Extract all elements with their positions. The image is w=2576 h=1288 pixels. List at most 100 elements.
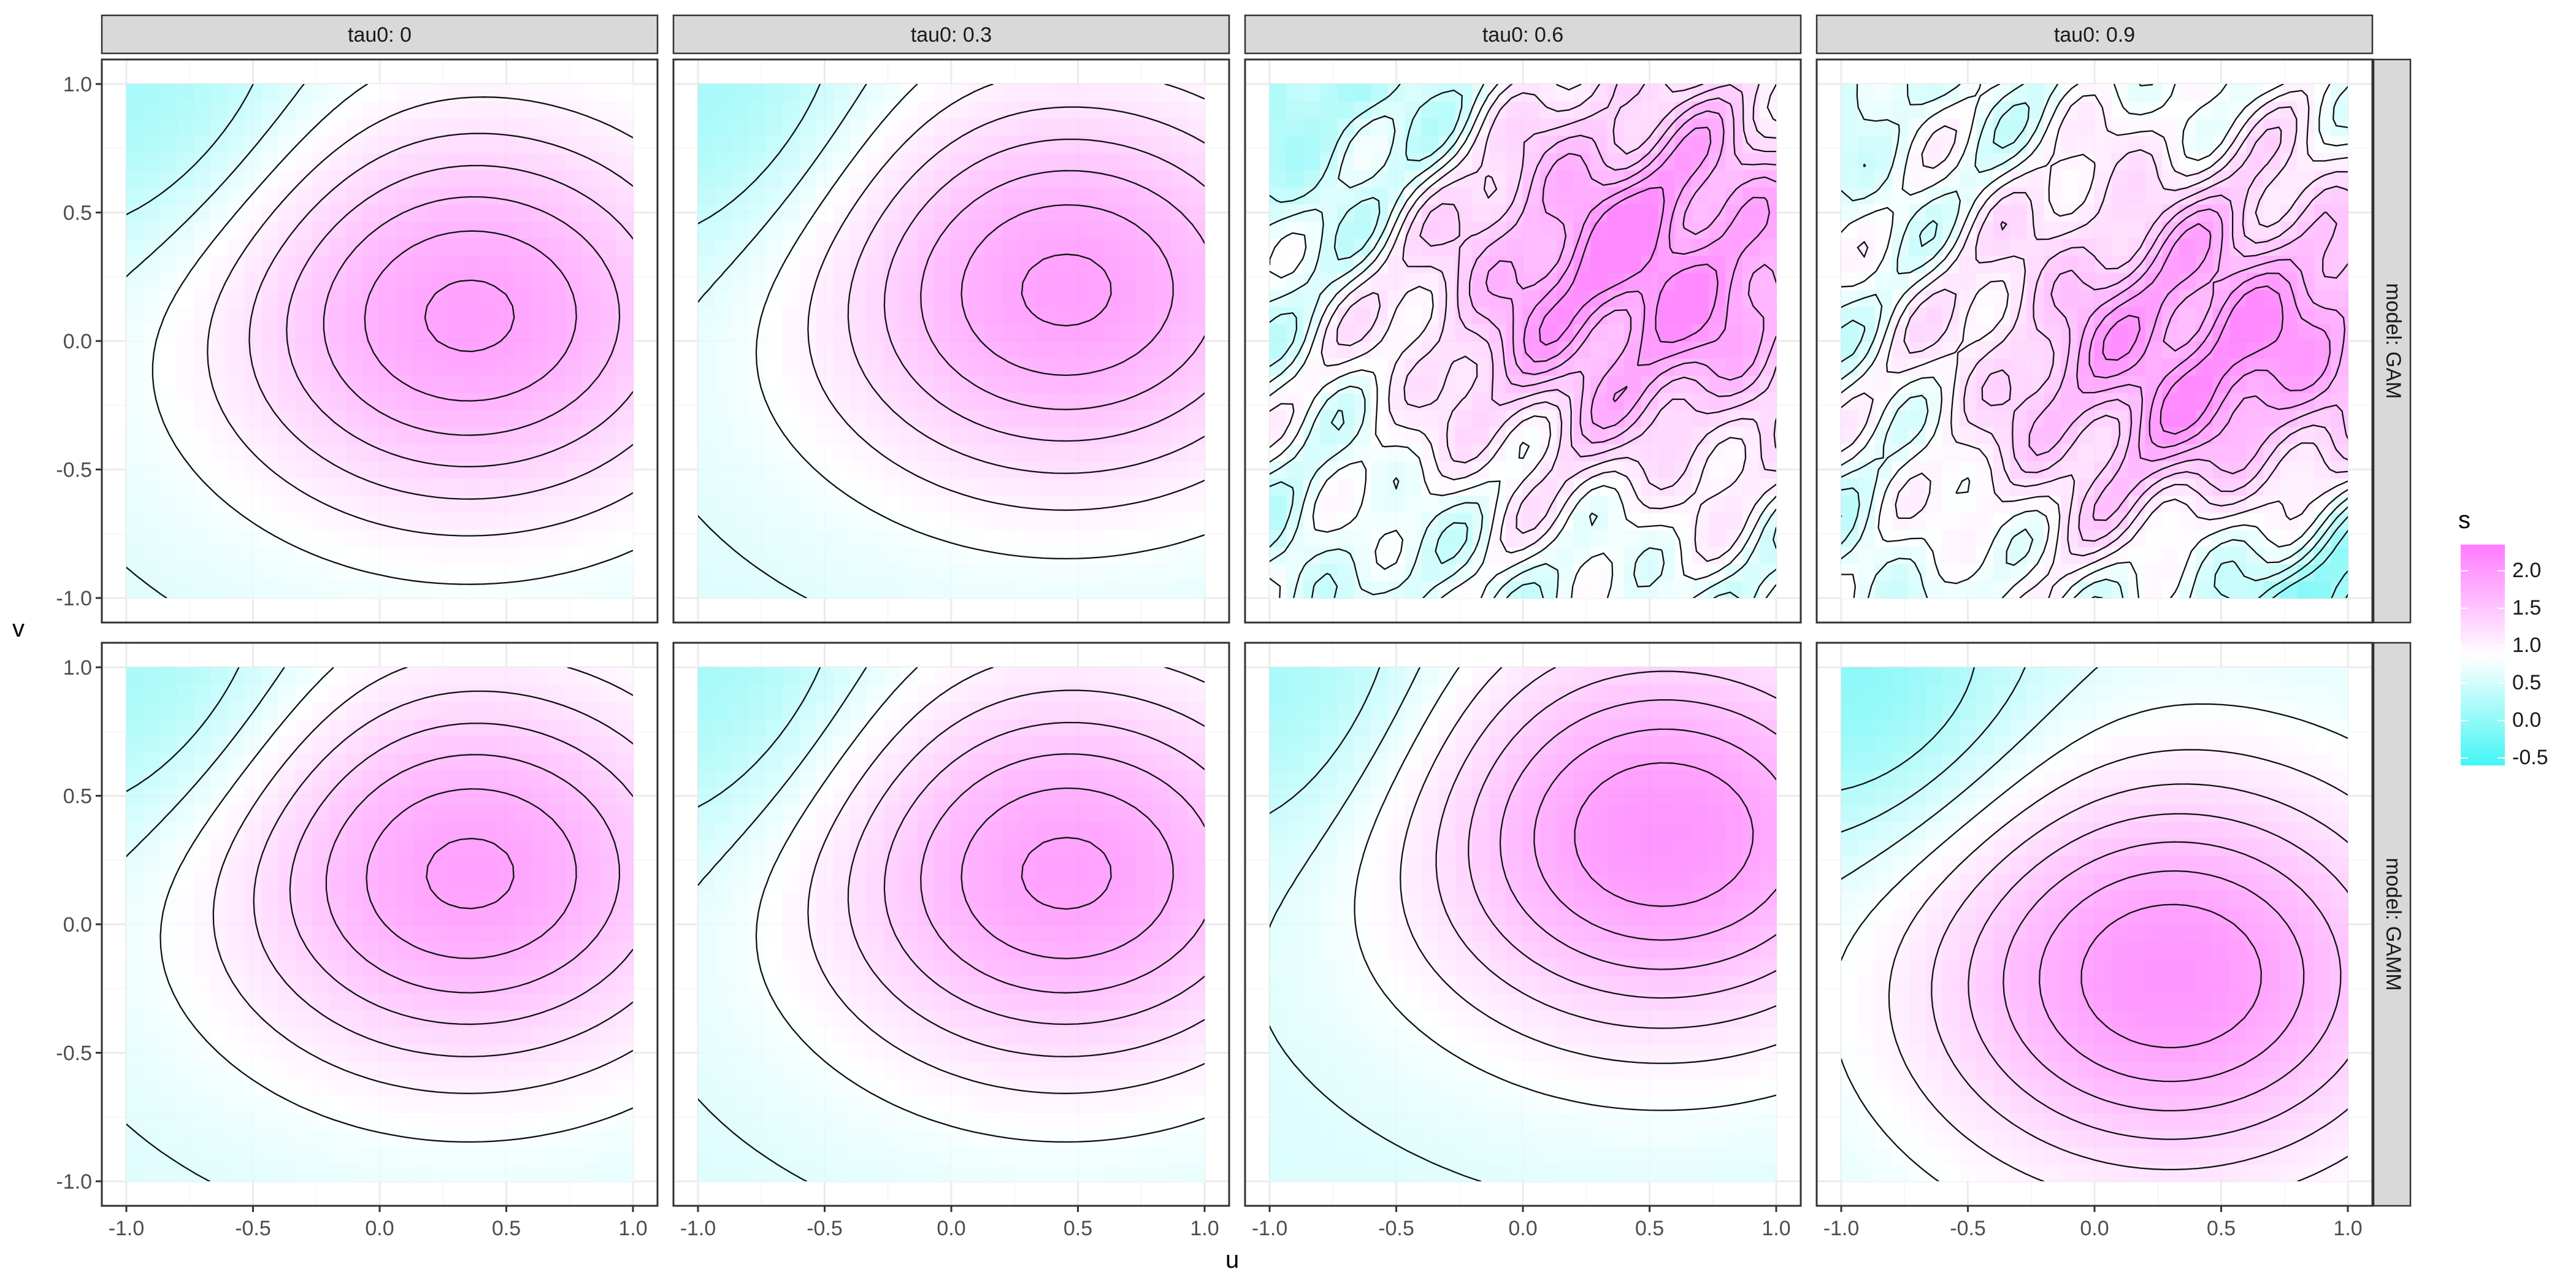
heatmap-tile <box>464 546 481 564</box>
heatmap-tile <box>748 204 766 222</box>
heatmap-tile <box>2095 324 2112 342</box>
heatmap-tile <box>548 667 566 685</box>
heatmap-tile <box>515 1147 532 1165</box>
heatmap-tile <box>1658 564 1676 581</box>
heatmap-tile <box>396 924 414 942</box>
heatmap-tile <box>329 564 347 581</box>
heatmap-tile <box>951 118 969 136</box>
heatmap-tile <box>1858 101 1876 119</box>
heatmap-tile <box>2128 186 2146 205</box>
heatmap-tile <box>1086 341 1104 359</box>
heatmap-tile <box>345 821 364 840</box>
heatmap-tile <box>531 1061 550 1079</box>
heatmap-tile <box>1270 341 1287 359</box>
heatmap-tile <box>968 272 986 290</box>
heatmap-tile <box>430 238 448 256</box>
heatmap-tile <box>228 735 245 754</box>
heatmap-tile <box>329 289 347 307</box>
heatmap-tile <box>312 958 330 976</box>
heatmap-tile <box>782 358 800 376</box>
heatmap-tile <box>816 581 834 599</box>
heatmap-tile <box>1137 1147 1155 1165</box>
heatmap-tile <box>497 495 516 513</box>
heatmap-tile <box>816 409 834 427</box>
heatmap-tile <box>228 1044 245 1062</box>
heatmap-tile <box>2179 324 2196 342</box>
heatmap-tile <box>2111 186 2129 205</box>
heatmap-tile <box>312 1164 330 1182</box>
heatmap-tile <box>548 718 566 737</box>
heatmap-tile <box>917 101 935 119</box>
heatmap-tile <box>447 443 465 462</box>
heatmap-tile <box>497 546 516 564</box>
heatmap-tile <box>2179 512 2196 531</box>
heatmap-tile <box>616 135 634 153</box>
heatmap-tile <box>143 735 161 754</box>
heatmap-tile <box>1489 221 1507 239</box>
heatmap-tile <box>515 667 532 685</box>
heatmap-tile <box>748 1130 766 1148</box>
heatmap-tile <box>1841 169 1859 188</box>
heatmap-tile <box>1120 135 1138 153</box>
heatmap-tile <box>548 461 566 479</box>
heatmap-tile <box>1035 255 1053 274</box>
heatmap-tile <box>515 375 532 393</box>
heatmap-tile <box>599 1130 617 1148</box>
heatmap-tile <box>430 753 448 771</box>
heatmap-tile <box>396 461 414 479</box>
heatmap-tile <box>1320 461 1338 479</box>
heatmap-tile <box>295 564 313 581</box>
heatmap-tile <box>1573 581 1591 599</box>
heatmap-tile <box>867 529 884 547</box>
heatmap-tile <box>1858 135 1876 153</box>
heatmap-tile <box>1438 324 1456 342</box>
heatmap-tile <box>2145 495 2163 513</box>
heatmap-tile <box>867 1113 884 1130</box>
heatmap-tile <box>143 255 161 274</box>
heatmap-tile <box>497 667 516 685</box>
heatmap-tile <box>2229 84 2247 102</box>
heatmap-tile <box>160 204 178 222</box>
heatmap-tile <box>1841 546 1859 564</box>
contour-line <box>755 84 1205 560</box>
heatmap-tile <box>481 701 499 719</box>
heatmap-tile <box>228 907 245 925</box>
heatmap-tile <box>515 409 532 427</box>
heatmap-tile <box>1103 409 1121 427</box>
heatmap-tile <box>143 375 161 393</box>
heatmap-tile <box>515 958 532 976</box>
heatmap-tile <box>531 770 550 788</box>
panel <box>101 58 659 624</box>
heatmap-tile <box>816 307 834 324</box>
heatmap-tile <box>799 478 817 496</box>
heatmap-tile <box>616 358 634 376</box>
heatmap-tile <box>715 529 732 547</box>
heatmap-tile <box>228 169 245 188</box>
heatmap-tile <box>1472 375 1490 393</box>
heatmap-tile <box>1069 341 1087 359</box>
heatmap-tile <box>177 307 194 324</box>
heatmap-tile <box>1120 1164 1138 1182</box>
heatmap-tile <box>565 1164 583 1182</box>
heatmap-tile <box>2145 529 2163 547</box>
heatmap-tile <box>1019 272 1037 290</box>
heatmap-tile <box>261 856 279 873</box>
heatmap-tile <box>1708 358 1727 376</box>
heatmap-tile <box>345 1147 364 1165</box>
heatmap-tile <box>160 1130 178 1148</box>
heatmap-tile <box>2060 169 2079 188</box>
heatmap-tile <box>548 84 566 102</box>
heatmap-tile <box>2212 443 2231 462</box>
heatmap-tile <box>345 770 364 788</box>
heatmap-tile <box>1573 409 1591 427</box>
heatmap-tile <box>1086 101 1104 119</box>
heatmap-tile <box>329 907 347 925</box>
heatmap-tile <box>951 1164 969 1182</box>
heatmap-tile <box>329 958 347 976</box>
heatmap-tile <box>1892 221 1909 239</box>
heatmap-tile <box>1925 118 1943 136</box>
heatmap-tile <box>1438 392 1456 410</box>
heatmap-tile <box>515 426 532 445</box>
heatmap-tile <box>1320 101 1338 119</box>
heatmap-tile <box>210 255 228 274</box>
